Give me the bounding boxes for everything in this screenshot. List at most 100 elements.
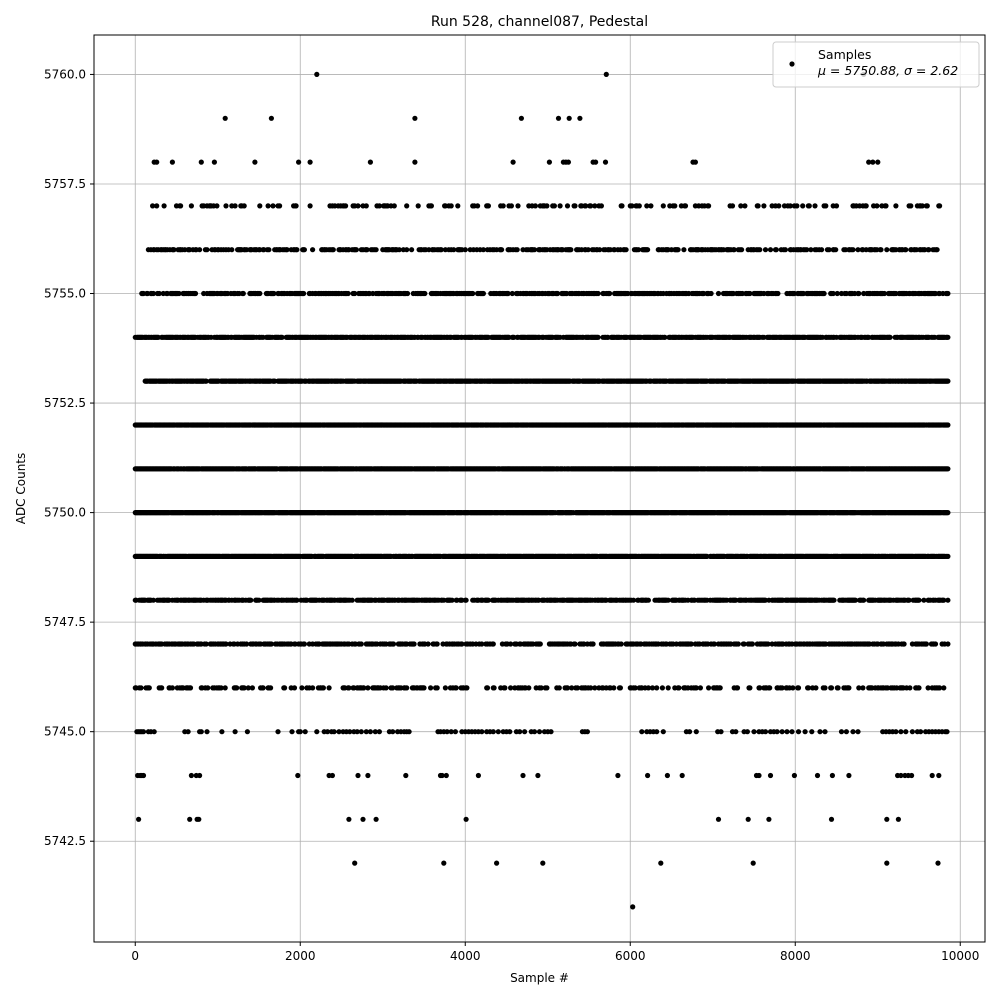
data-point — [203, 641, 209, 647]
data-point — [870, 159, 876, 165]
data-point — [822, 729, 828, 735]
data-point — [584, 729, 591, 735]
data-point — [442, 685, 448, 691]
data-point — [645, 685, 652, 691]
data-point — [935, 860, 941, 866]
data-point — [802, 729, 808, 735]
data-point — [526, 685, 532, 691]
data-point — [749, 641, 756, 647]
data-point — [531, 729, 538, 735]
data-point — [439, 772, 445, 779]
data-point — [222, 115, 228, 121]
data-point — [538, 685, 544, 691]
data-point — [664, 772, 671, 779]
data-point — [893, 729, 899, 735]
data-point — [411, 641, 417, 647]
data-point — [932, 641, 939, 647]
data-point — [354, 729, 360, 735]
data-point — [831, 597, 837, 603]
data-point — [336, 729, 342, 735]
data-point — [665, 597, 671, 603]
data-point — [828, 685, 835, 691]
data-point — [654, 729, 660, 735]
data-point — [367, 729, 373, 735]
data-point — [903, 729, 909, 735]
data-point — [945, 553, 951, 560]
data-point — [329, 772, 335, 779]
data-point — [565, 159, 572, 165]
data-point — [654, 685, 660, 691]
data-point — [249, 685, 255, 691]
data-point — [645, 597, 652, 603]
data-point — [479, 641, 485, 647]
data-point — [198, 159, 204, 165]
data-point — [665, 685, 671, 691]
data-point — [852, 597, 859, 603]
data-point — [795, 729, 802, 735]
data-point — [898, 729, 904, 735]
data-point — [252, 159, 258, 165]
data-point — [211, 159, 217, 165]
data-point — [373, 816, 379, 822]
data-point — [169, 685, 175, 691]
data-point — [574, 685, 581, 691]
data-point — [916, 597, 922, 603]
data-point — [829, 772, 836, 779]
data-point — [404, 685, 410, 691]
data-point — [491, 685, 497, 691]
data-point — [522, 729, 528, 735]
data-point — [611, 685, 617, 691]
data-point — [855, 729, 861, 735]
data-point — [289, 729, 295, 735]
data-point — [679, 772, 685, 779]
data-point — [508, 685, 514, 691]
data-point — [688, 641, 694, 647]
data-point — [320, 685, 326, 691]
data-point — [632, 685, 638, 691]
data-point — [219, 729, 225, 735]
data-point — [747, 685, 753, 691]
data-point — [326, 685, 332, 691]
data-point — [169, 159, 175, 165]
data-point — [856, 685, 862, 691]
data-point — [452, 729, 458, 735]
data-point — [846, 772, 852, 779]
data-point — [916, 685, 922, 691]
data-point — [360, 816, 366, 822]
data-point — [352, 860, 358, 866]
data-point — [507, 729, 513, 735]
data-point — [490, 729, 496, 735]
data-point — [197, 772, 203, 779]
data-point — [205, 685, 211, 691]
data-point — [301, 641, 307, 647]
data-point — [718, 729, 724, 735]
data-point — [795, 685, 802, 691]
data-point — [617, 685, 624, 691]
data-point — [693, 685, 699, 691]
data-point — [448, 729, 454, 735]
data-point — [282, 685, 288, 691]
data-point — [884, 816, 890, 822]
data-point — [692, 159, 699, 165]
data-point — [925, 685, 931, 691]
data-point — [813, 685, 819, 691]
data-point — [223, 641, 229, 647]
data-point — [520, 772, 526, 779]
data-point — [744, 729, 751, 735]
data-point — [275, 729, 281, 735]
data-point — [735, 641, 741, 647]
data-point — [630, 597, 637, 603]
data-point — [403, 772, 409, 779]
data-point — [717, 685, 723, 691]
data-point — [751, 729, 757, 735]
data-point — [196, 816, 202, 822]
data-point — [774, 729, 780, 735]
data-point — [791, 772, 798, 779]
data-point — [603, 71, 609, 77]
data-point — [929, 772, 935, 779]
data-point — [898, 772, 904, 779]
data-point — [676, 685, 682, 691]
data-point — [484, 685, 491, 691]
data-point — [198, 729, 204, 735]
data-point — [475, 772, 481, 779]
